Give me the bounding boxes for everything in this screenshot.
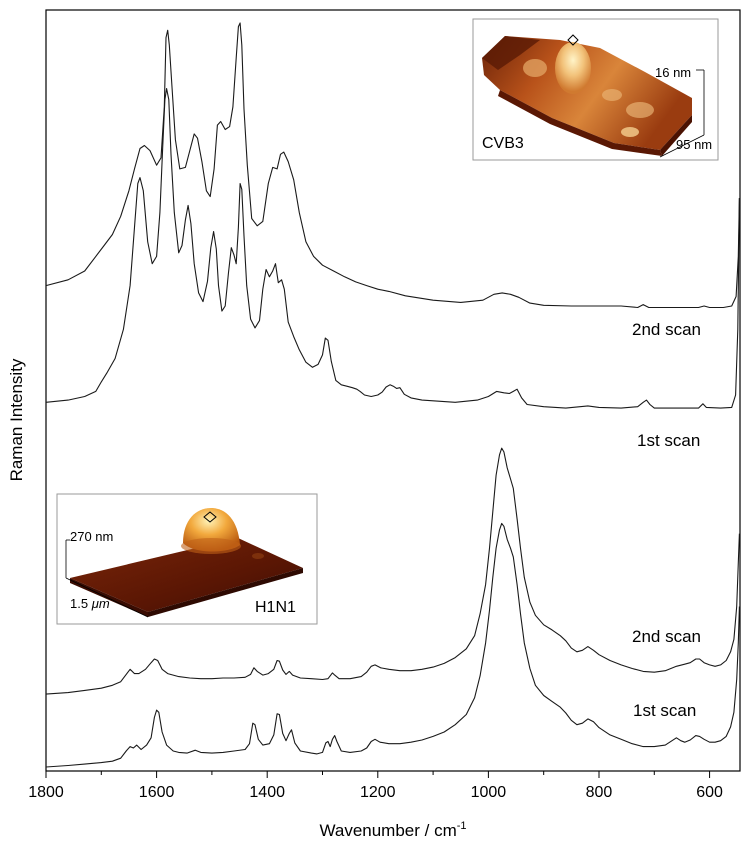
h1n1-afm-inset: H1N1 270 nm 1.5 μm (56, 493, 318, 625)
h1n1-length-scale: 1.5 μm (70, 596, 110, 611)
x-tick-label-600: 600 (696, 784, 723, 801)
trace-h1n1-2nd-scan (45, 447, 740, 695)
x-tick-label-1400: 1400 (249, 784, 285, 801)
x-axis-title: Wavenumber / cm-1 (319, 820, 466, 840)
x-tick-label-1800: 1800 (28, 784, 64, 801)
h1n1-afm-image (65, 508, 303, 618)
h1n1-marker-icon (203, 511, 217, 523)
x-tick-label-1000: 1000 (471, 784, 507, 801)
cvb3-afm-image (482, 34, 705, 158)
label-h1n1-2nd-scan: 2nd scan (632, 627, 701, 646)
label-h1n1-1st-scan: 1st scan (633, 701, 696, 720)
h1n1-height-scale: 270 nm (70, 529, 113, 544)
trace-h1n1-1st-scan (45, 522, 740, 768)
h1n1-label: H1N1 (255, 599, 296, 616)
cvb3-length-scale: 95 nm (676, 137, 712, 152)
spectra-traces (45, 22, 740, 768)
y-axis-title: Raman Intensity (7, 358, 26, 481)
x-tick-label-1600: 1600 (139, 784, 175, 801)
x-tick-label-800: 800 (586, 784, 613, 801)
cvb3-marker-icon (567, 34, 579, 46)
label-cvb3-1st-scan: 1st scan (637, 431, 700, 450)
label-cvb3-2nd-scan: 2nd scan (632, 320, 701, 339)
trace-cvb3-1st-scan (45, 88, 740, 409)
x-tick-label-1200: 1200 (360, 784, 396, 801)
plot-frame (45, 9, 741, 772)
x-axis-ticks: 1800 1600 1400 1200 1000 800 600 (28, 771, 723, 801)
cvb3-height-scale: 16 nm (655, 65, 691, 80)
cvb3-afm-inset: CVB3 16 nm 95 nm (472, 18, 719, 161)
cvb3-label: CVB3 (482, 135, 524, 152)
